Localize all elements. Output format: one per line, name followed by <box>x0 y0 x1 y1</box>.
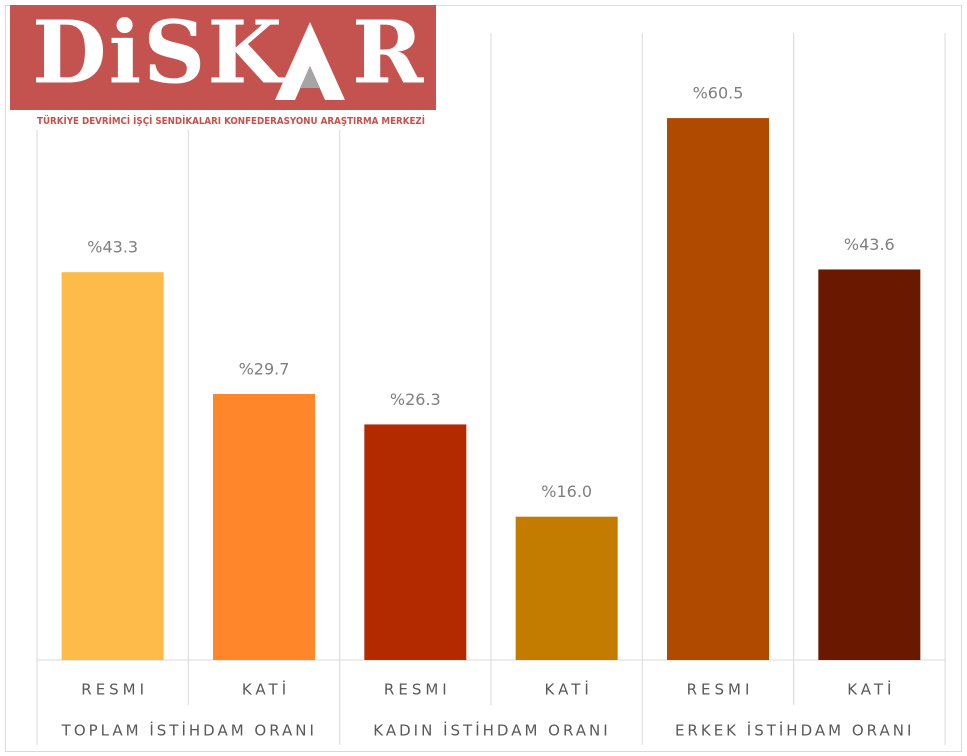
data-label: %43.6 <box>844 235 895 254</box>
bar <box>364 424 467 660</box>
logo-a-shape <box>275 22 345 100</box>
logo: DiSK R TÜRKİYE DEVRİMCİ İŞÇİ SENDİKALARI… <box>10 3 436 130</box>
data-label: %16.0 <box>541 482 592 501</box>
group-label: KADIN İSTİHDAM ORANI <box>373 721 610 740</box>
data-label: %60.5 <box>693 84 744 103</box>
bar <box>61 272 164 660</box>
plot-area: RESMI %43.3 KATİ %29.7 RESMI %26.3 KATİ %16.0 RE… <box>36 33 946 745</box>
bar <box>667 118 769 661</box>
group-label: TOPLAM İSTİHDAM ORANI <box>61 721 317 740</box>
data-label: %26.3 <box>390 390 441 409</box>
x-tick-label: KATİ <box>545 680 593 699</box>
x-tick-label: KATİ <box>847 680 895 699</box>
logo-subtitle: TÜRKİYE DEVRİMCİ İŞÇİ SENDİKALARI KONFED… <box>37 113 425 127</box>
logo-a-inner <box>300 66 320 88</box>
bar <box>213 393 315 660</box>
bar <box>515 516 618 660</box>
logo-strip <box>10 110 436 130</box>
logo-background <box>10 5 436 130</box>
logo-text: R <box>352 3 424 104</box>
data-label: %29.7 <box>239 359 290 378</box>
x-tick-label: RESMI <box>384 681 451 699</box>
data-label: %43.3 <box>87 238 138 257</box>
x-tick-label: KATİ <box>242 680 290 699</box>
bar <box>818 269 921 660</box>
group-label: ERKEK İSTİHDAM ORANI <box>675 721 914 740</box>
logo-text: DiSK <box>32 3 285 104</box>
x-tick-label: RESMI <box>81 681 148 699</box>
x-tick-label: RESMI <box>687 681 754 699</box>
